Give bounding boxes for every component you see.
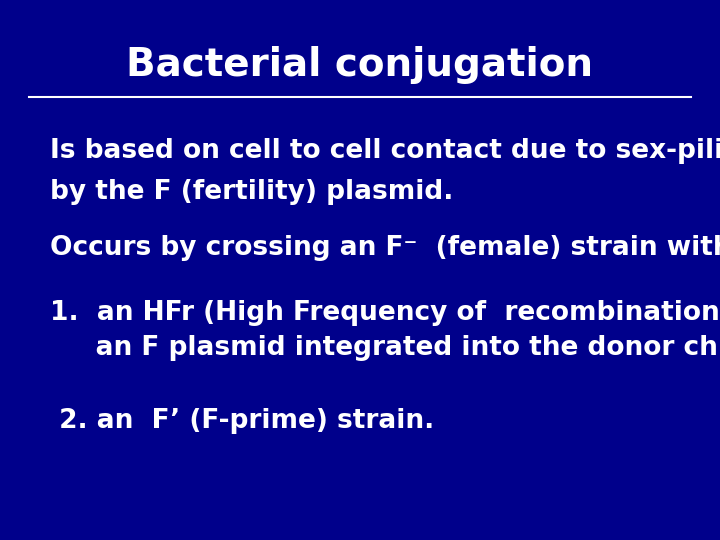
Text: Occurs by crossing an F⁻  (female) strain with: Occurs by crossing an F⁻ (female) strain… [50, 235, 720, 261]
Text: 2. an  F’ (F-prime) strain.: 2. an F’ (F-prime) strain. [50, 408, 435, 434]
Text: Is based on cell to cell contact due to sex-pili encoded: Is based on cell to cell contact due to … [50, 138, 720, 164]
Text: Bacterial conjugation: Bacterial conjugation [127, 46, 593, 84]
Text: by the F (fertility) plasmid.: by the F (fertility) plasmid. [50, 179, 454, 205]
Text: an F plasmid integrated into the donor chromosome.: an F plasmid integrated into the donor c… [50, 335, 720, 361]
Text: 1.  an HFr (High Frequency of  recombination) due to: 1. an HFr (High Frequency of recombinati… [50, 300, 720, 326]
